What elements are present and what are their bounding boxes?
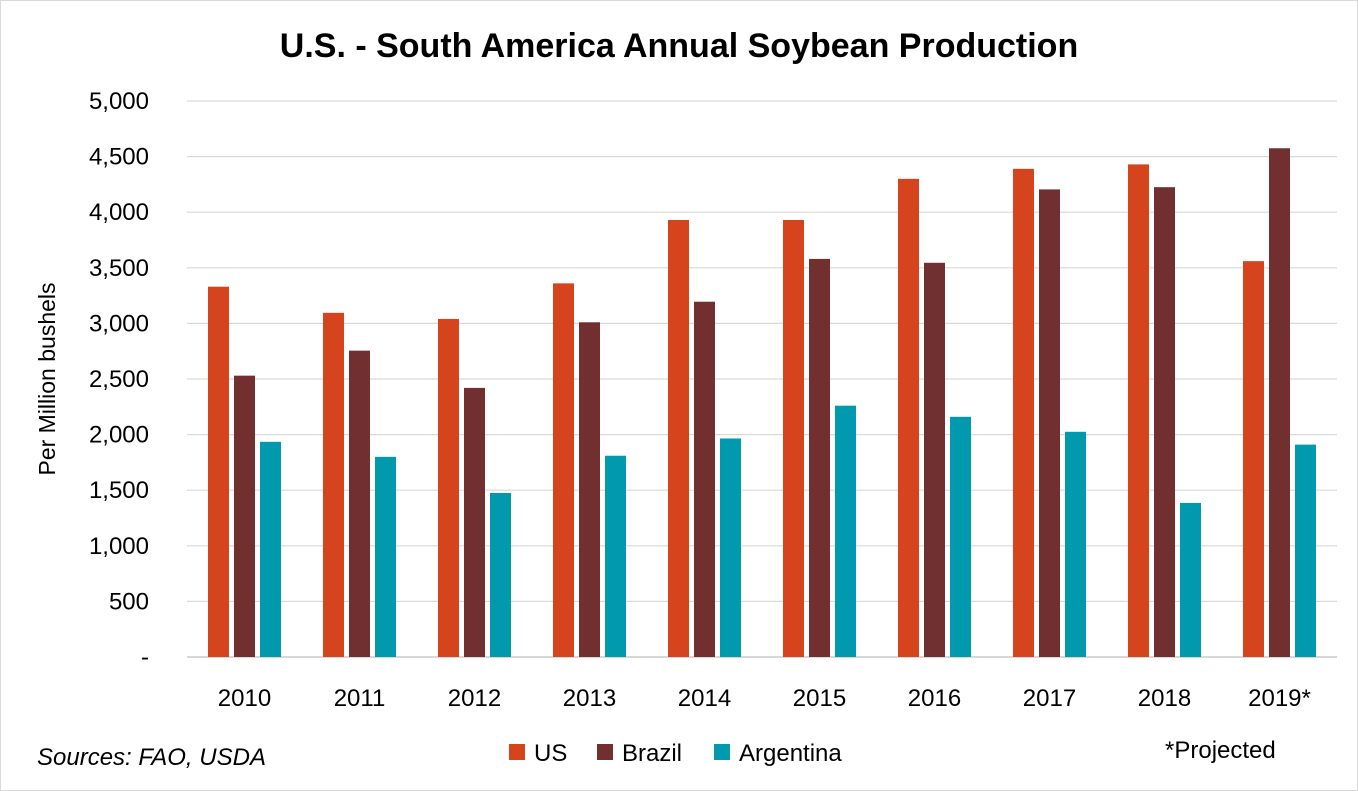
legend-label-argentina: Argentina [739, 740, 842, 767]
bar-argentina-2010 [260, 441, 281, 657]
bar-us-2017 [1013, 168, 1034, 657]
bar-argentina-2011 [375, 456, 396, 657]
x-tick-label: 2013 [563, 685, 616, 712]
bar-us-2019 [1243, 261, 1264, 657]
y-tick-label: 4,500 [89, 144, 149, 171]
bar-argentina-2015 [835, 405, 856, 657]
bar-brazil-2015 [809, 258, 830, 657]
bars [208, 148, 1316, 658]
bar-us-2011 [323, 312, 344, 657]
bar-brazil-2014 [694, 301, 715, 657]
legend-swatch-brazil [597, 744, 613, 760]
y-tick-label: 5,000 [89, 88, 149, 115]
bar-argentina-2017 [1065, 431, 1086, 657]
x-tick-labels: 2010 2011 2012 2013 2014 2015 2016 2017 2018 2019… [218, 685, 1311, 712]
x-tick-label: 2017 [1023, 685, 1076, 712]
source-note: Sources: FAO, USDA [37, 744, 266, 771]
bar-us-2014 [668, 219, 689, 657]
chart-title: U.S. - South America Annual Soybean Prod… [280, 27, 1078, 65]
x-tick-label: 2018 [1138, 685, 1191, 712]
projected-note: *Projected [1165, 737, 1276, 764]
y-tick-label: 3,000 [89, 310, 149, 337]
bar-us-2010 [208, 286, 229, 657]
legend: US Brazil Argentina [509, 740, 842, 767]
x-tick-label: 2015 [793, 685, 846, 712]
bar-argentina-2012 [490, 492, 511, 657]
bar-argentina-2013 [605, 455, 626, 657]
legend-swatch-argentina [714, 744, 730, 760]
bar-brazil-2010 [234, 375, 255, 657]
y-tick-label: 500 [109, 588, 149, 615]
bar-brazil-2018 [1154, 187, 1175, 657]
bar-argentina-2014 [720, 438, 741, 657]
legend-label-brazil: Brazil [622, 740, 682, 767]
y-tick-label: 4,000 [89, 199, 149, 226]
bar-argentina-2016 [950, 416, 971, 657]
y-tick-label: 2,000 [89, 422, 149, 449]
legend-label-us: US [534, 740, 567, 767]
x-tick-label: 2011 [334, 685, 386, 712]
bar-us-2012 [438, 318, 459, 657]
bar-argentina-2019 [1295, 444, 1316, 657]
bar-brazil-2017 [1039, 189, 1060, 658]
bar-us-2015 [783, 219, 804, 657]
x-tick-label: 2014 [678, 685, 731, 712]
bar-brazil-2013 [579, 322, 600, 657]
y-tick-labels: - 500 1,000 1,500 2,000 2,500 3,000 3,500 4,000 4… [89, 88, 149, 671]
y-axis-label: Per Million bushels [34, 282, 60, 475]
y-tick-label: - [141, 644, 149, 671]
bar-us-2013 [553, 283, 574, 657]
x-tick-label: 2012 [448, 685, 501, 712]
x-tick-label: 2016 [908, 685, 961, 712]
bar-argentina-2018 [1180, 502, 1201, 657]
bar-brazil-2016 [924, 262, 945, 657]
y-tick-label: 3,500 [89, 255, 149, 282]
x-tick-label: 2019* [1248, 685, 1311, 712]
legend-swatch-us [509, 744, 525, 760]
bar-brazil-2011 [349, 350, 370, 657]
y-tick-label: 2,500 [89, 366, 149, 393]
y-tick-label: 1,500 [89, 477, 149, 504]
bar-us-2018 [1128, 164, 1149, 657]
bar-brazil-2019 [1269, 148, 1290, 657]
bar-brazil-2012 [464, 387, 485, 657]
bar-us-2016 [898, 178, 919, 657]
x-tick-label: 2010 [218, 685, 271, 712]
y-tick-label: 1,000 [89, 533, 149, 560]
